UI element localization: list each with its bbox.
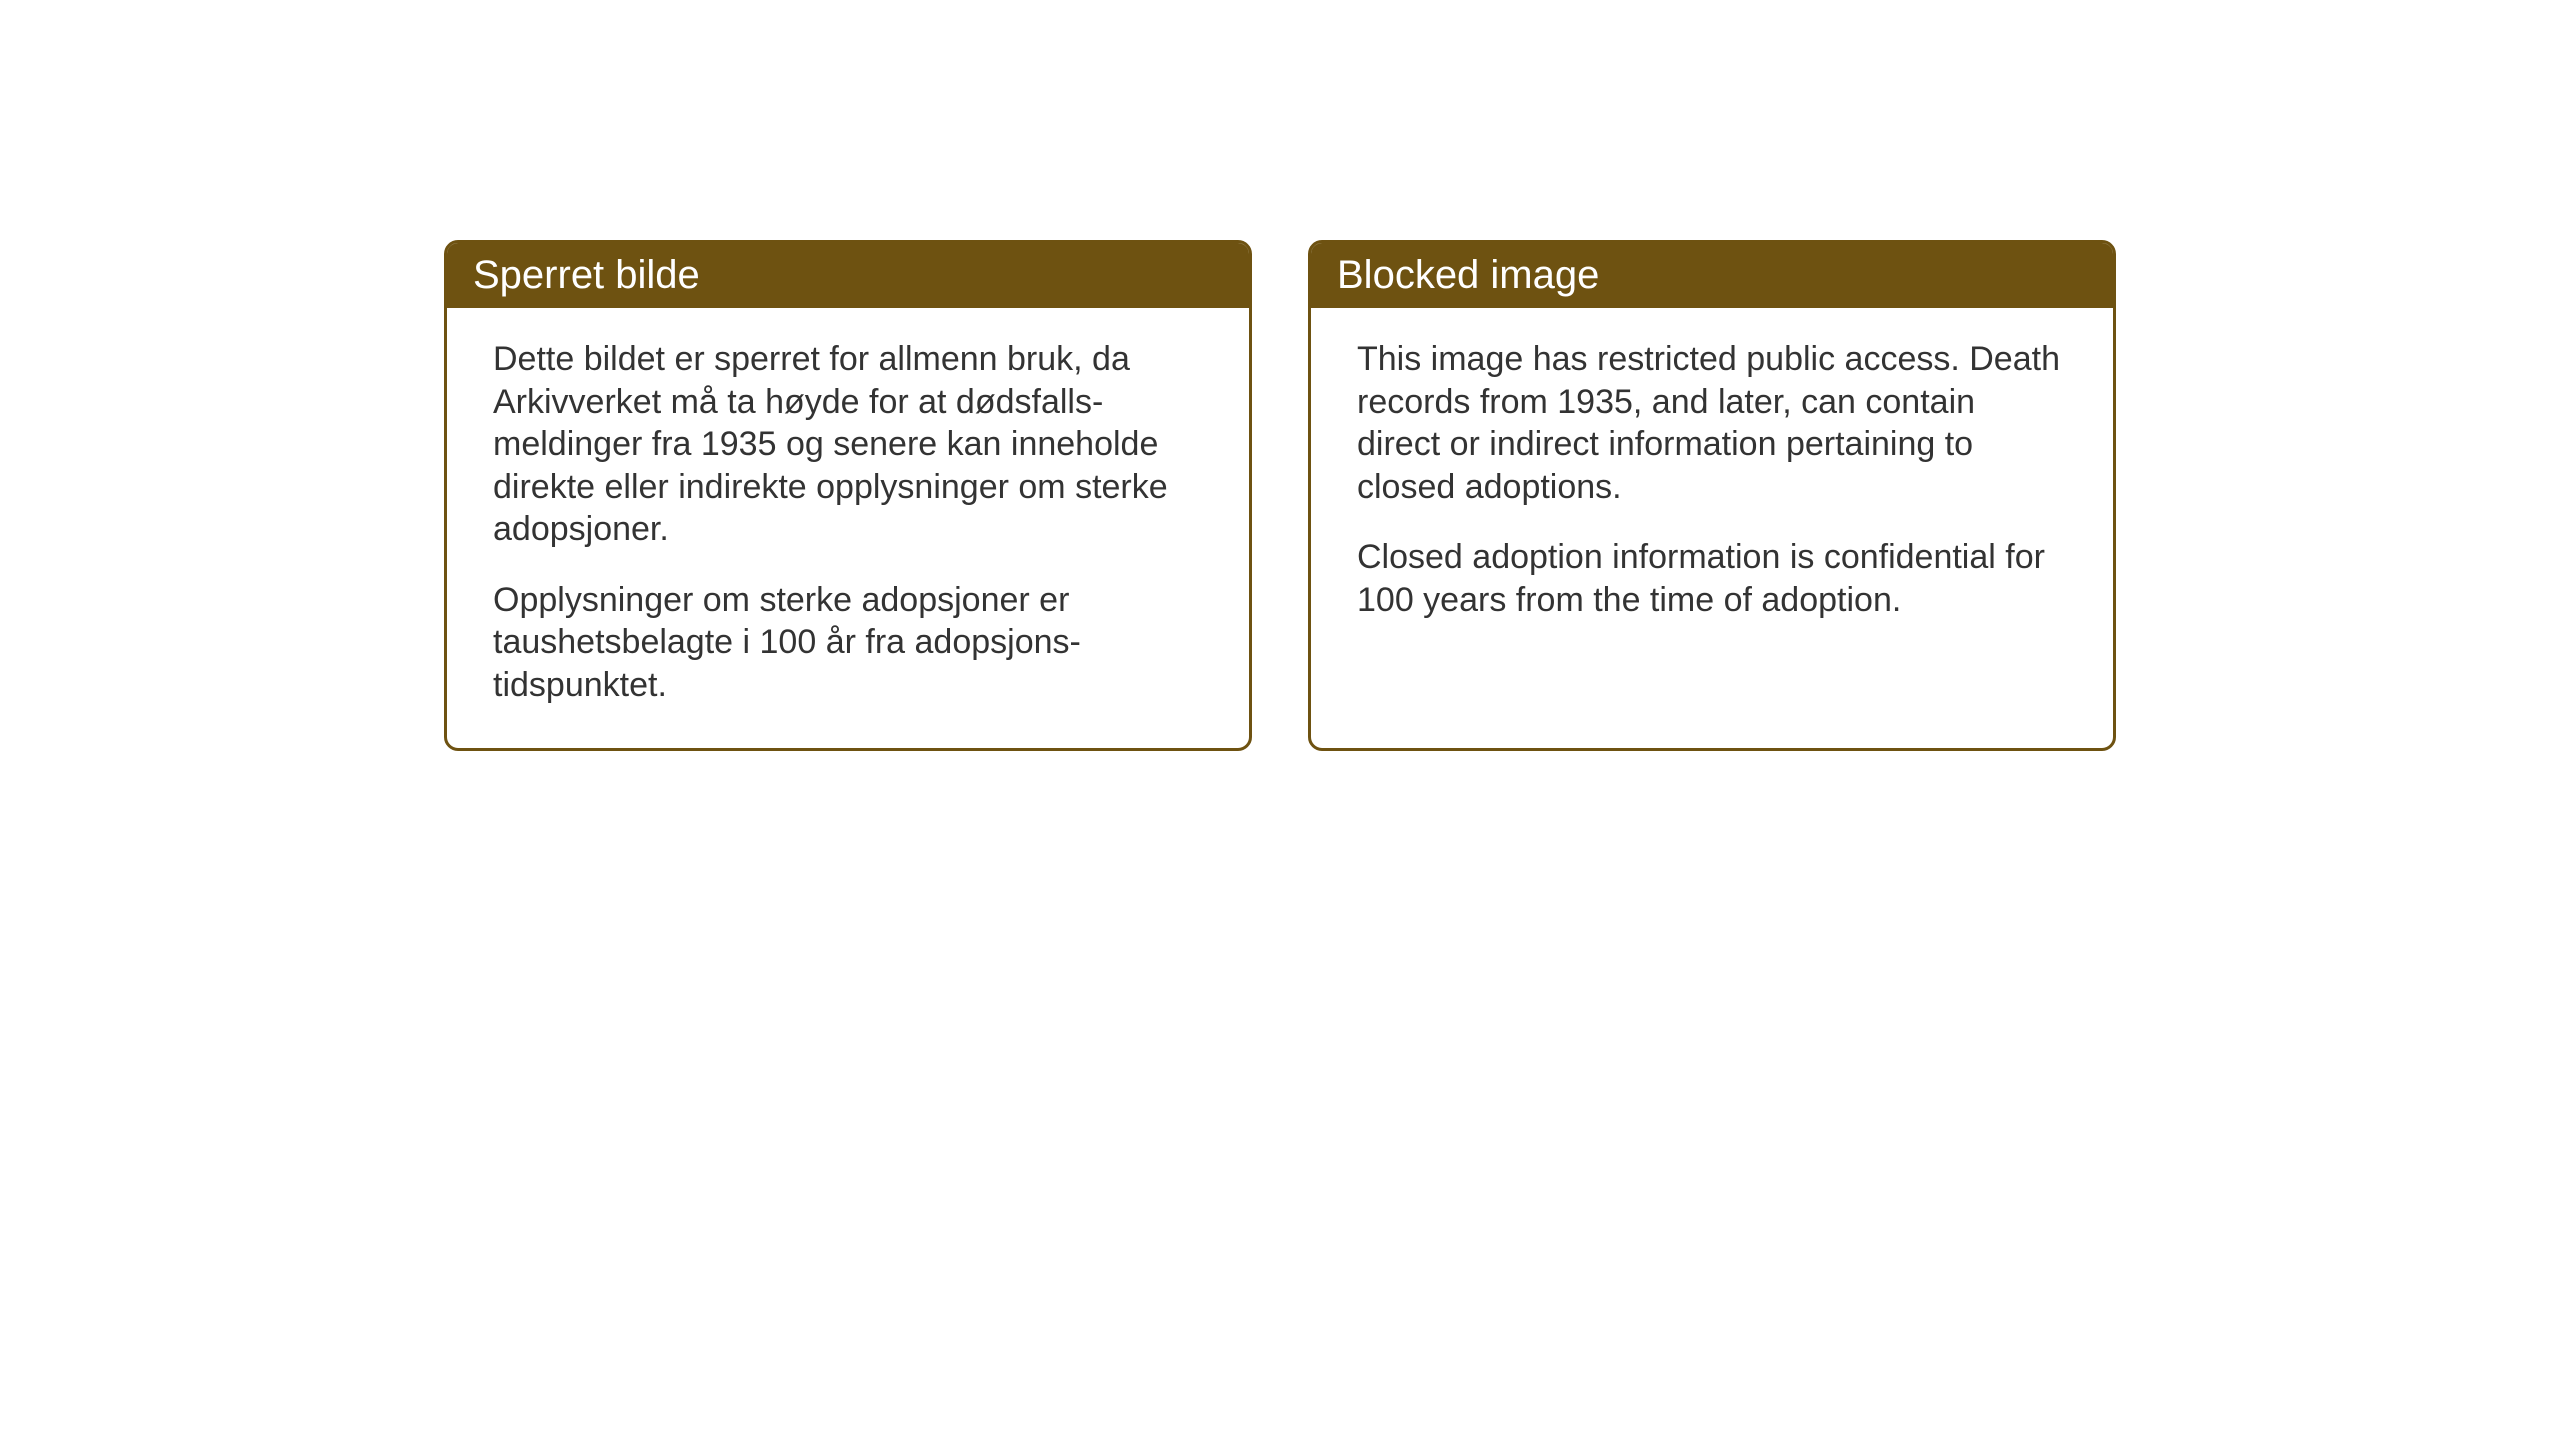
notice-header-english: Blocked image (1311, 243, 2113, 308)
notice-paragraph-2-english: Closed adoption information is confident… (1357, 536, 2067, 621)
notice-body-norwegian: Dette bildet er sperret for allmenn bruk… (447, 308, 1249, 748)
notice-title-norwegian: Sperret bilde (473, 253, 700, 297)
notice-header-norwegian: Sperret bilde (447, 243, 1249, 308)
notice-body-english: This image has restricted public access.… (1311, 308, 2113, 738)
notice-paragraph-1-english: This image has restricted public access.… (1357, 338, 2067, 508)
notice-paragraph-1-norwegian: Dette bildet er sperret for allmenn bruk… (493, 338, 1203, 551)
notice-paragraph-2-norwegian: Opplysninger om sterke adopsjoner er tau… (493, 579, 1203, 707)
notice-box-norwegian: Sperret bilde Dette bildet er sperret fo… (444, 240, 1252, 751)
notice-box-english: Blocked image This image has restricted … (1308, 240, 2116, 751)
notice-container: Sperret bilde Dette bildet er sperret fo… (444, 240, 2116, 751)
notice-title-english: Blocked image (1337, 253, 1599, 297)
